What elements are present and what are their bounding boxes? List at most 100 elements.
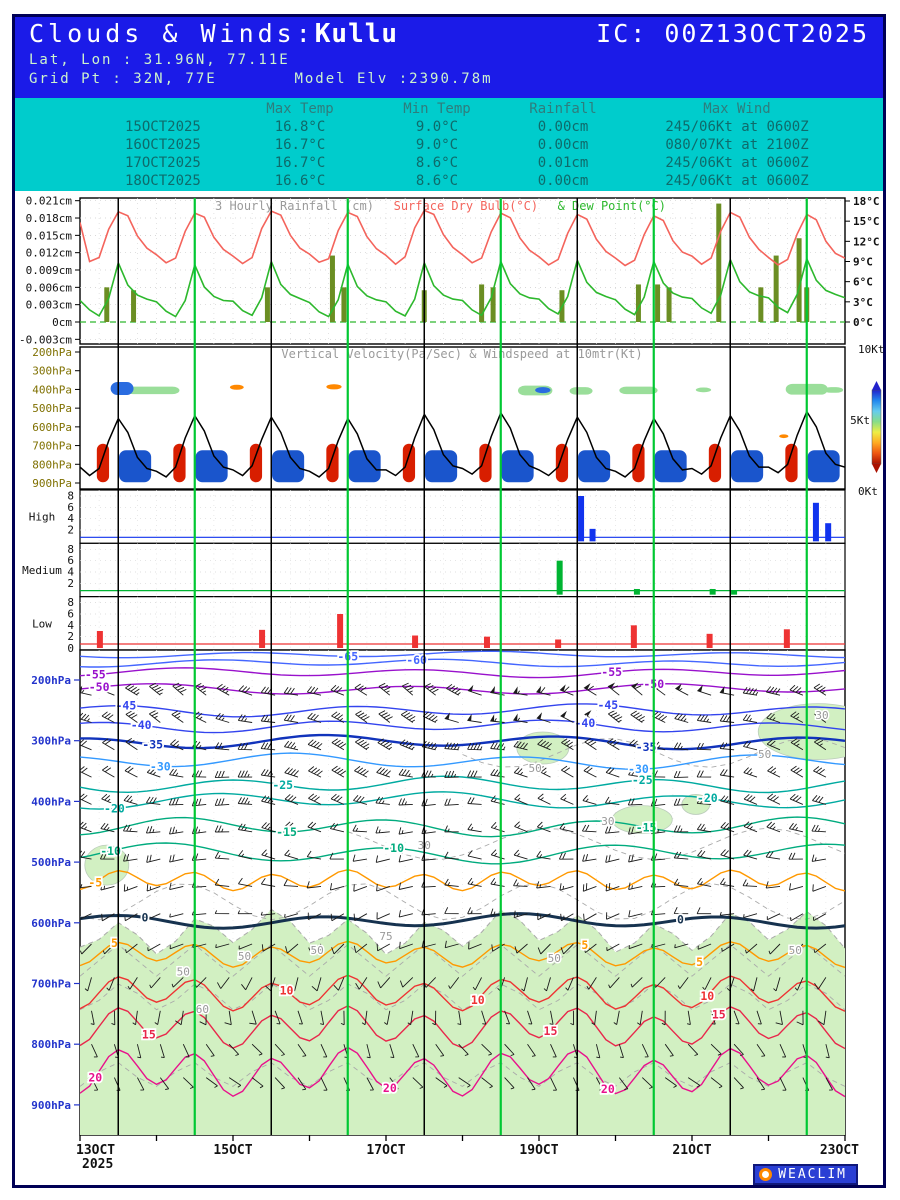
isotherm-label: 20 xyxy=(88,1071,102,1085)
wind-barb xyxy=(710,1043,722,1056)
wind-barb xyxy=(788,852,803,860)
wind-barb xyxy=(159,1077,170,1090)
wind-barb xyxy=(514,943,528,954)
wind-barb xyxy=(558,852,574,860)
wind-barb xyxy=(608,977,620,989)
wind-barb xyxy=(814,710,827,723)
wind-barb xyxy=(467,877,482,887)
isotherm-line xyxy=(80,703,845,718)
wind-barb xyxy=(237,823,253,833)
axis-label: 0Kt xyxy=(858,485,878,498)
rain-bar xyxy=(796,238,802,322)
wind-barb xyxy=(673,770,689,779)
wind-barb xyxy=(432,1010,437,1026)
brand-name: WEACLIM xyxy=(778,1167,847,1182)
wind-barb xyxy=(80,712,92,723)
x-tick-sublabel: 2025 xyxy=(82,1157,113,1172)
grid-info: Grid Pt : 32N, 77E Model Elv :2390.78m xyxy=(29,71,869,87)
wind-barb xyxy=(504,1077,515,1090)
wind-barb xyxy=(169,768,184,778)
wind-barb xyxy=(307,912,322,921)
axis-label: 6 xyxy=(67,501,74,514)
vv-blob xyxy=(195,450,228,483)
wind-barb xyxy=(490,878,505,887)
wind-barb xyxy=(320,1044,328,1058)
weaclim-badge: WEACLIM xyxy=(753,1164,858,1185)
wind-barb xyxy=(308,766,323,778)
rh-label: 60 xyxy=(196,1003,209,1016)
wind-barb xyxy=(159,1044,165,1059)
wind-barb xyxy=(146,884,161,892)
panel-title: Surface Dry Bulb(°C) xyxy=(394,199,538,213)
wind-barb xyxy=(768,943,781,955)
wind-barb xyxy=(765,686,781,696)
wind-barb xyxy=(673,742,689,751)
wind-barb xyxy=(171,710,184,723)
wind-barb xyxy=(582,853,597,862)
axis-label: 0cm xyxy=(52,316,72,329)
rh-label: 50 xyxy=(758,748,771,761)
wind-barb xyxy=(297,1077,307,1091)
isotherm-label: 15 xyxy=(544,1024,558,1038)
wind-barb xyxy=(169,854,184,863)
wind-barb xyxy=(444,825,459,833)
wind-barb xyxy=(355,977,368,990)
wind-barb xyxy=(586,977,597,990)
wind-barb xyxy=(814,738,827,751)
axis-label: 2 xyxy=(67,523,74,536)
wind-barb xyxy=(376,912,390,920)
wind-barb xyxy=(398,768,413,778)
isotherm-label: -15 xyxy=(636,820,657,834)
rh-label: 50 xyxy=(548,952,561,965)
cloud-bar xyxy=(337,613,344,648)
wind-barb xyxy=(329,822,345,833)
wind-barb xyxy=(355,710,370,723)
x-tick-label: 19OCT xyxy=(519,1143,558,1158)
fc-max-wind: 080/07Kt at 2100Z xyxy=(665,137,809,153)
wind-barb xyxy=(191,798,207,807)
wind-barb xyxy=(331,711,345,723)
wind-barb xyxy=(813,943,827,954)
vv-blob xyxy=(785,443,798,483)
wind-barb xyxy=(513,879,528,887)
wind-barb xyxy=(767,766,781,778)
wind-barb xyxy=(750,977,758,992)
wind-barb xyxy=(182,1044,190,1058)
fc-col-header: Max Temp xyxy=(266,101,334,117)
cloud-bar xyxy=(589,528,596,542)
isotherm-line xyxy=(80,752,845,771)
wind-barb xyxy=(582,883,597,892)
wind-barb xyxy=(215,943,230,949)
wind-barb xyxy=(261,943,276,952)
wind-barb xyxy=(193,711,207,723)
axis-label: 8 xyxy=(67,596,74,609)
footer: WEACLIM xyxy=(753,1164,858,1185)
cloud-bar xyxy=(630,625,637,648)
wind-barb xyxy=(537,766,551,778)
wind-barb xyxy=(444,798,459,806)
wind-barb xyxy=(216,683,230,696)
upper-air-panel: -65-60-55-55-50-50-45-45-40-40-35-35-30-… xyxy=(31,648,846,1136)
vv-blob xyxy=(402,443,416,483)
forecast-table-header: Max Temp Min Temp Rainfall Max Wind xyxy=(15,100,883,118)
wind-barb xyxy=(407,1010,414,1026)
wind-barb xyxy=(481,1010,487,1025)
vv-blob xyxy=(229,384,244,390)
vv-blob xyxy=(708,443,722,483)
wind-barb xyxy=(102,765,115,778)
wind-barb xyxy=(331,765,347,778)
wind-barb xyxy=(550,1077,558,1091)
wind-barb xyxy=(320,1077,328,1091)
wind-barb xyxy=(719,685,735,696)
wind-barb xyxy=(330,684,345,696)
wind-barb xyxy=(260,714,276,723)
wind-barb xyxy=(664,1077,677,1088)
wind-barb xyxy=(696,742,712,751)
isotherm-line xyxy=(80,667,845,679)
wind-barb xyxy=(285,943,299,954)
wind-barb xyxy=(472,977,483,991)
fc-date: 16OCT2025 xyxy=(125,137,201,153)
wind-barb xyxy=(205,1043,215,1057)
fc-col-header: Rainfall xyxy=(529,101,597,117)
axis-label: 3°C xyxy=(853,296,873,309)
